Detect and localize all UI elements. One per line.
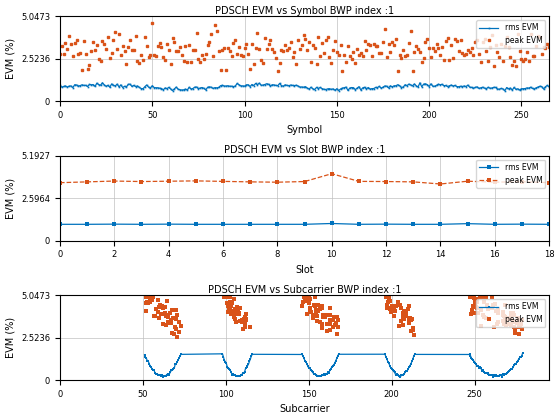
peak EVM	[155, 44, 161, 49]
X-axis label: Subcarrier: Subcarrier	[279, 404, 330, 415]
peak EVM	[483, 48, 490, 53]
peak EVM	[393, 303, 399, 308]
rms EVM	[243, 82, 250, 87]
rms EVM	[519, 351, 526, 356]
peak EVM	[464, 178, 471, 184]
rms EVM	[494, 374, 501, 379]
peak EVM	[320, 315, 326, 320]
peak EVM	[57, 51, 63, 56]
rms EVM	[301, 222, 308, 227]
rms EVM	[382, 222, 389, 227]
peak EVM	[123, 61, 130, 66]
peak EVM	[356, 179, 362, 184]
rms EVM	[454, 84, 460, 89]
rms EVM	[506, 368, 513, 373]
peak EVM	[437, 181, 444, 186]
peak EVM	[519, 317, 525, 322]
rms EVM	[546, 84, 553, 89]
rms EVM	[141, 352, 148, 357]
X-axis label: Slot: Slot	[295, 265, 314, 275]
Title: PDSCH EVM vs Symbol BWP index :1: PDSCH EVM vs Symbol BWP index :1	[215, 5, 394, 16]
peak EVM	[143, 294, 150, 299]
Y-axis label: EVM (%): EVM (%)	[6, 38, 16, 79]
rms EVM	[519, 222, 525, 227]
Legend: rms EVM, peak EVM: rms EVM, peak EVM	[476, 299, 545, 327]
peak EVM	[422, 40, 429, 45]
rms EVM	[481, 86, 488, 91]
Title: PDSCH EVM vs Slot BWP index :1: PDSCH EVM vs Slot BWP index :1	[224, 145, 385, 155]
peak EVM	[384, 294, 390, 299]
rms EVM	[298, 352, 305, 357]
peak EVM	[247, 179, 254, 184]
rms EVM	[57, 222, 63, 227]
peak EVM	[410, 179, 417, 184]
Line: peak EVM: peak EVM	[58, 172, 551, 186]
Y-axis label: EVM (%): EVM (%)	[6, 317, 16, 358]
peak EVM	[138, 179, 145, 184]
rms EVM	[437, 222, 444, 227]
peak EVM	[492, 180, 498, 185]
rms EVM	[155, 85, 161, 90]
rms EVM	[328, 221, 335, 226]
peak EVM	[455, 49, 462, 54]
rms EVM	[328, 366, 334, 371]
rms EVM	[165, 222, 172, 227]
rms EVM	[193, 222, 199, 227]
peak EVM	[165, 178, 172, 184]
rms EVM	[410, 222, 417, 227]
peak EVM	[243, 42, 250, 47]
peak EVM	[328, 171, 335, 176]
peak EVM	[174, 334, 180, 339]
peak EVM	[84, 179, 91, 184]
peak EVM	[193, 178, 199, 184]
Legend: rms EVM, peak EVM: rms EVM, peak EVM	[476, 20, 545, 48]
rms EVM	[464, 221, 471, 226]
Line: peak EVM: peak EVM	[144, 296, 524, 338]
rms EVM	[274, 222, 281, 227]
peak EVM	[170, 315, 177, 320]
peak EVM	[111, 178, 118, 184]
X-axis label: Symbol: Symbol	[286, 126, 323, 135]
rms EVM	[220, 222, 226, 227]
rms EVM	[316, 373, 323, 378]
peak EVM	[491, 325, 498, 330]
rms EVM	[514, 360, 520, 365]
rms EVM	[138, 222, 145, 227]
Line: rms EVM: rms EVM	[143, 352, 524, 378]
rms EVM	[492, 222, 498, 227]
rms EVM	[99, 80, 106, 85]
rms EVM	[546, 222, 553, 227]
peak EVM	[57, 180, 63, 185]
rms EVM	[84, 222, 91, 227]
peak EVM	[149, 20, 156, 25]
peak EVM	[301, 179, 308, 184]
Line: rms EVM: rms EVM	[58, 222, 551, 226]
rms EVM	[125, 82, 132, 87]
Y-axis label: EVM (%): EVM (%)	[6, 178, 16, 219]
peak EVM	[274, 180, 281, 185]
rms EVM	[247, 222, 254, 227]
peak EVM	[546, 44, 553, 49]
rms EVM	[420, 81, 427, 87]
peak EVM	[493, 309, 500, 314]
peak EVM	[274, 68, 281, 74]
rms EVM	[501, 88, 508, 93]
rms EVM	[111, 222, 118, 227]
rms EVM	[57, 83, 63, 88]
rms EVM	[490, 375, 497, 380]
peak EVM	[220, 179, 226, 184]
peak EVM	[546, 180, 553, 185]
Title: PDSCH EVM vs Subcarrier BWP index :1: PDSCH EVM vs Subcarrier BWP index :1	[208, 285, 402, 294]
peak EVM	[519, 179, 525, 184]
Legend: rms EVM, peak EVM: rms EVM, peak EVM	[476, 160, 545, 188]
rms EVM	[356, 222, 362, 227]
Line: rms EVM: rms EVM	[59, 82, 550, 92]
Line: peak EVM: peak EVM	[59, 21, 550, 72]
peak EVM	[382, 179, 389, 184]
